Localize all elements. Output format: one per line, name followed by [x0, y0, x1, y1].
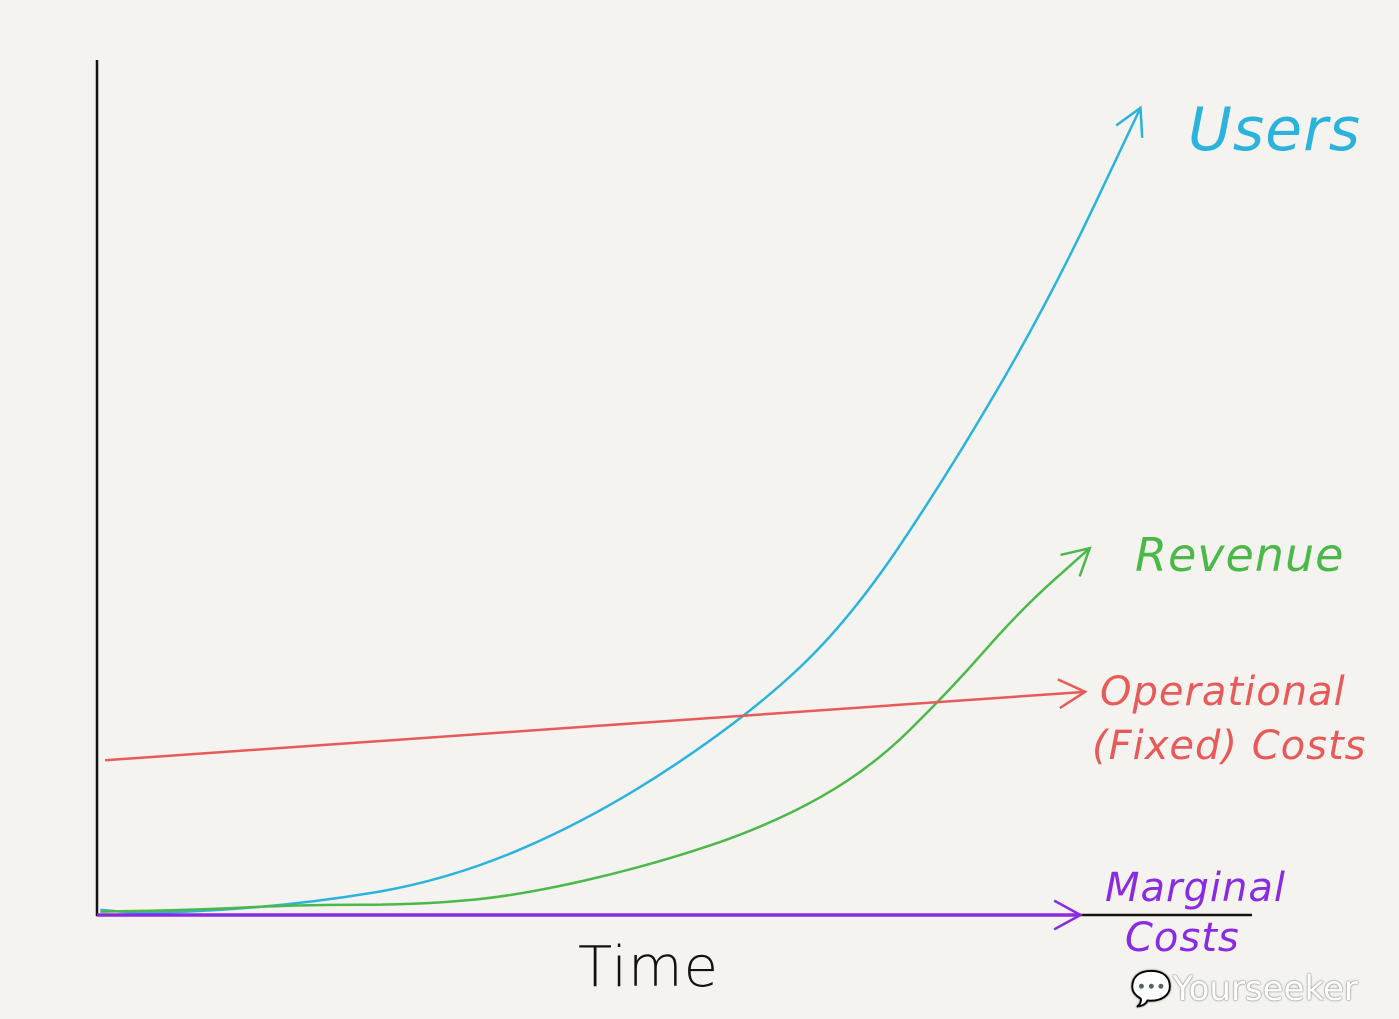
arrowhead-3 [1053, 899, 1084, 931]
series-line-operational-fixed-costs [104, 690, 1086, 762]
label-revenue: Revenue [1135, 528, 1345, 582]
arrowhead-1 [1060, 546, 1092, 577]
wechat-icon: 💬 [1130, 969, 1173, 1009]
series-line-revenue [100, 547, 1091, 913]
label-marginal: Marginal [1105, 865, 1286, 911]
label-operational: Operational [1100, 669, 1346, 715]
label-marginal-costs: Costs [1125, 915, 1240, 961]
x-axis-label: Time [578, 935, 720, 1000]
arrowhead-0 [1115, 105, 1144, 138]
label-users: Users [1188, 95, 1362, 165]
series-line-users [100, 107, 1142, 914]
label-fixed-costs: (Fixed) Costs [1092, 723, 1367, 769]
arrowhead-2 [1057, 678, 1088, 710]
watermark: 💬Yourseeker [1130, 969, 1358, 1009]
